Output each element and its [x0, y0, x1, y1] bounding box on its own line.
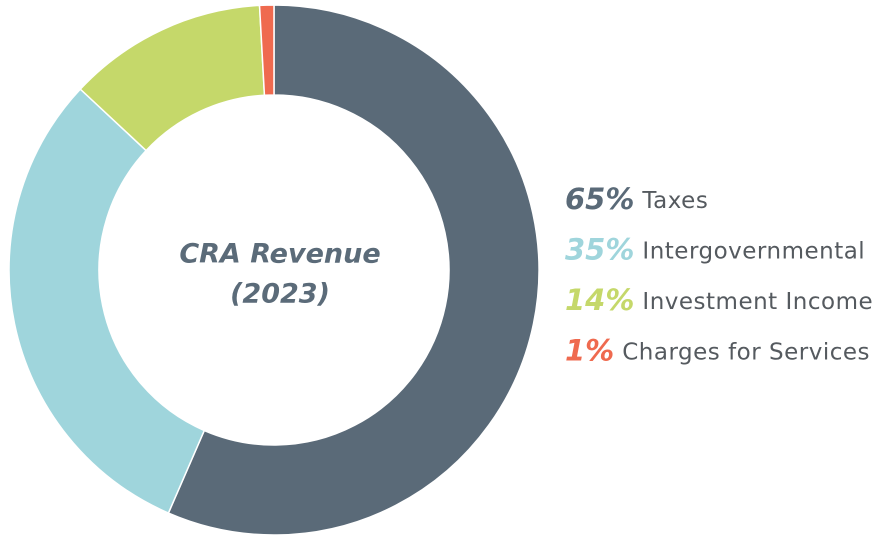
slice: [167, 4, 540, 536]
legend-entry: 1% Charges for Services: [565, 334, 870, 368]
legend-value: 14%: [565, 283, 634, 317]
legend-value: 35%: [565, 233, 634, 267]
legend-value: 1%: [565, 334, 614, 368]
legend-entry: 14% Investment Income: [565, 283, 873, 317]
legend-label: Charges for Services: [622, 339, 870, 365]
legend-label: Intergovernmental: [642, 238, 865, 264]
legend-value: 65%: [565, 182, 634, 216]
legend-label: Investment Income: [642, 289, 873, 315]
legend-entry: 35% Intergovernmental: [565, 233, 865, 267]
chart-title: (2023): [230, 279, 330, 310]
slice: [8, 88, 206, 515]
legend-label: Taxes: [641, 188, 708, 214]
legend-entry: 65% Taxes: [565, 182, 708, 216]
slice: [258, 4, 275, 97]
chart-title: CRA Revenue: [179, 239, 380, 270]
